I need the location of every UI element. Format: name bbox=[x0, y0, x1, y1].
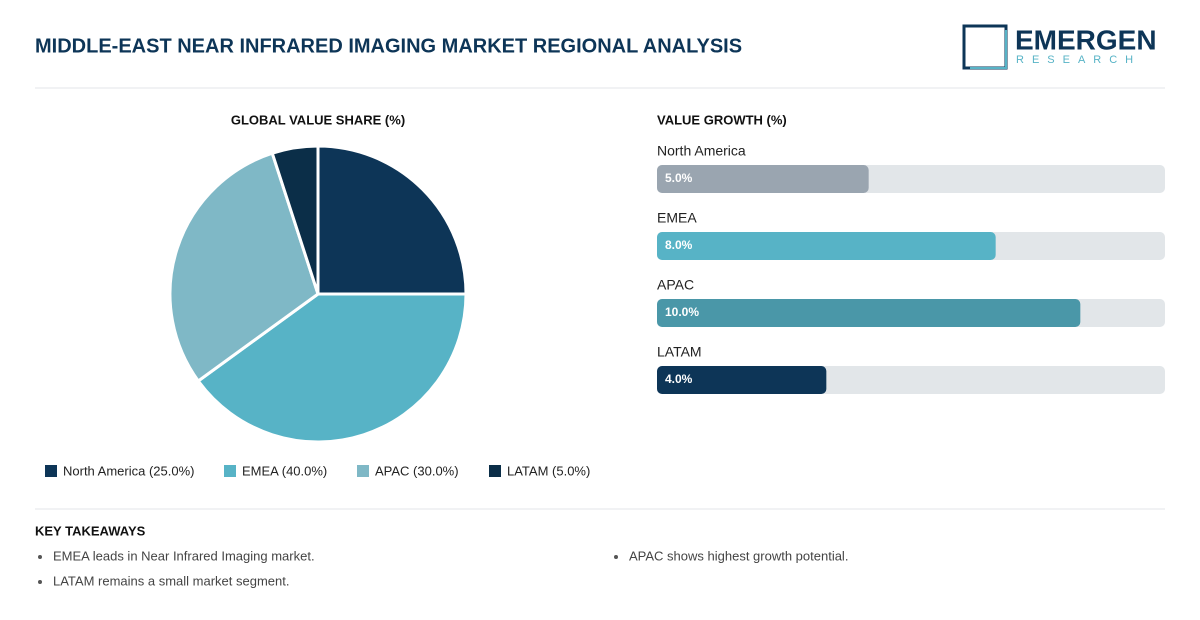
pie-slice bbox=[270, 144, 320, 295]
value-label: 8.0% bbox=[665, 238, 693, 252]
logo-icon-accent bbox=[970, 30, 1007, 69]
value-label: 10.0% bbox=[665, 305, 699, 319]
category-label: LATAM bbox=[657, 344, 702, 360]
value-label: 4.0% bbox=[665, 372, 693, 386]
pie-slice bbox=[168, 151, 320, 384]
logo-subtext: RESEARCH bbox=[1016, 54, 1141, 66]
bullet bbox=[614, 555, 618, 559]
legend-label: North America (25.0%) bbox=[63, 463, 195, 478]
pie-slice bbox=[316, 144, 468, 296]
legend-swatch bbox=[489, 465, 501, 477]
category-label: North America bbox=[657, 143, 746, 159]
page-title: MIDDLE-EAST NEAR INFRARED IMAGING MARKET… bbox=[35, 35, 742, 57]
chart-title: GLOBAL VALUE SHARE (%) bbox=[231, 112, 405, 127]
value-label: 5.0% bbox=[665, 171, 693, 185]
category-label: EMEA bbox=[657, 210, 697, 226]
legend-swatch bbox=[357, 465, 369, 477]
takeaway-item: EMEA leads in Near Infrared Imaging mark… bbox=[53, 548, 315, 563]
legend-label: EMEA (40.0%) bbox=[242, 463, 327, 478]
pie-slice bbox=[196, 292, 468, 444]
legend-label: LATAM (5.0%) bbox=[507, 463, 590, 478]
logo: EMERGEN RESEARCH bbox=[962, 24, 1157, 70]
bullet bbox=[38, 555, 42, 559]
logo-text: EMERGEN bbox=[1015, 24, 1157, 55]
bar bbox=[657, 366, 827, 394]
legend-swatch bbox=[45, 465, 57, 477]
bar bbox=[657, 232, 996, 260]
takeaway-item: APAC shows highest growth potential. bbox=[629, 548, 848, 563]
bar bbox=[657, 165, 869, 193]
bullet bbox=[38, 580, 42, 584]
takeaway-item: LATAM remains a small market segment. bbox=[53, 573, 289, 588]
takeaways-title: KEY TAKEAWAYS bbox=[35, 523, 146, 538]
legend-label: APAC (30.0%) bbox=[375, 463, 459, 478]
bar bbox=[657, 299, 1081, 327]
legend-swatch bbox=[224, 465, 236, 477]
category-label: APAC bbox=[657, 277, 694, 293]
chart-title: VALUE GROWTH (%) bbox=[657, 112, 787, 127]
